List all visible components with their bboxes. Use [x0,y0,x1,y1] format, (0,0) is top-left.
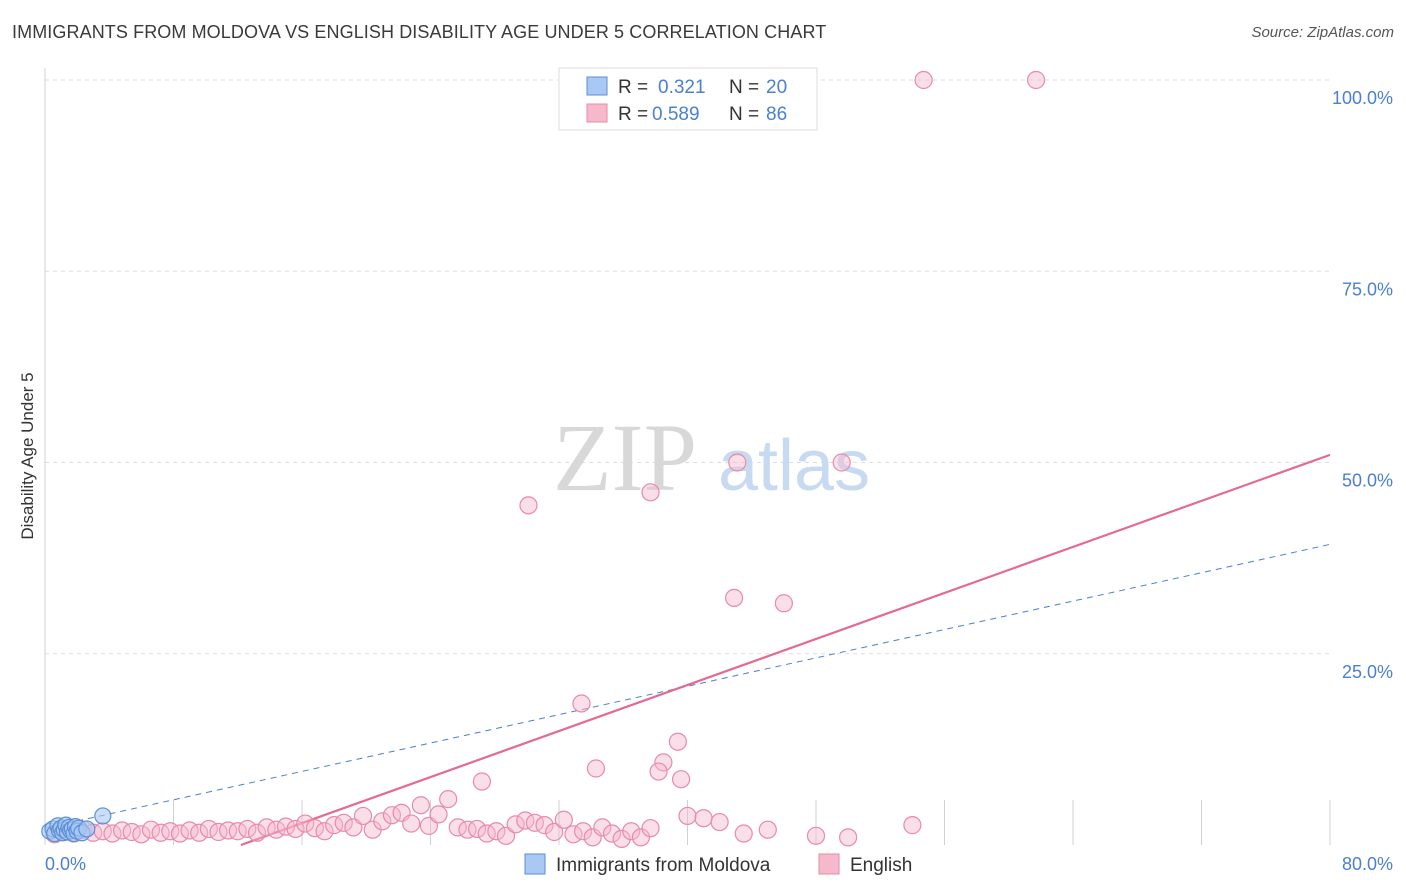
english-swatch [586,103,608,123]
english-point [671,770,691,789]
legend-moldova-label: Immigrants from Moldova [556,855,771,876]
english-point [439,789,458,809]
english-point [1026,70,1046,90]
english-r-value: 0.589 [652,104,700,125]
y-tick-label: 100.0% [1332,88,1393,108]
english-point [535,816,554,835]
english-point [622,822,641,841]
english-point [593,818,612,837]
english-point [334,813,353,832]
english-point [734,824,753,843]
english-n-label: N = [729,104,759,125]
y-tick-labels: 100.0% 75.0% 50.0% 25.0% [1332,88,1393,682]
english-point [238,819,257,839]
x-tick-label: 80.0% [1342,854,1393,874]
english-point [519,496,538,515]
english-point [506,815,525,834]
moldova-point [78,820,96,838]
english-point [612,829,631,848]
english-point [315,822,334,841]
moldova-r-value: 0.321 [658,77,706,98]
moldova-point [94,807,112,825]
y-tick-label: 50.0% [1342,471,1393,491]
english-point [839,828,858,847]
english-point [554,810,573,829]
english-point [247,823,267,842]
english-point [649,762,668,781]
english-point [373,812,392,831]
y-axis-label: Disability Age Under 5 [18,372,37,539]
english-point [728,453,747,472]
english-point [467,819,487,839]
english-point [402,814,421,833]
english-point [545,822,564,842]
english-point [758,820,777,839]
trend-lines [44,453,1331,847]
english-n-value: 86 [766,104,787,125]
english-point [286,819,305,839]
watermark-atlas: atlas [718,426,870,506]
english-point [631,828,651,847]
y-tick-label: 25.0% [1342,662,1393,682]
english-point [583,828,602,847]
english-point [832,453,851,472]
legend-english-label: English [850,855,912,876]
english-point [296,814,315,833]
english-point [132,825,151,844]
source-label: Source: ZipAtlas.com [1251,24,1394,41]
english-point [586,759,606,778]
english-point [641,483,660,502]
data-points [41,70,1046,848]
english-point [806,826,826,845]
english-point [694,809,713,828]
moldova-r-label: R = [618,77,648,98]
english-point [774,594,793,613]
english-point [903,816,922,835]
x-tick-label: 0.0% [45,854,86,874]
english-point [572,694,591,713]
watermark: ZIP atlas [553,404,870,511]
legend-english-swatch [818,853,840,875]
english-r-label: R = [618,104,648,125]
moldova-n-label: N = [729,77,759,98]
english-point [641,819,660,838]
english-point [429,805,448,824]
english-point [914,70,933,90]
english-point [219,821,238,840]
english-point [668,732,687,751]
watermark-zip: ZIP [553,404,697,511]
x-tick-labels: 0.0% 80.0% [45,854,1393,874]
english-point [724,588,744,608]
english-point [710,812,729,832]
english-point [458,820,477,839]
english-point [678,806,697,826]
english-trend-line [240,453,1331,847]
english-point [487,822,506,841]
moldova-n-value: 20 [766,77,787,98]
english-point [654,753,673,772]
english-point [411,796,430,815]
legend-moldova-swatch [524,853,546,875]
y-tick-label: 75.0% [1342,279,1393,299]
english-point [353,806,373,826]
moldova-swatch [586,76,608,96]
chart-title: IMMIGRANTS FROM MOLDOVA VS ENGLISH DISAB… [12,22,827,42]
series-legend: Immigrants from Moldova English [524,853,912,876]
english-point [573,822,593,841]
stats-legend: R = 0.321 N = 20 R = 0.589 N = 86 [558,67,818,131]
english-point [472,772,491,791]
english-point [602,824,622,843]
english-point [190,823,209,842]
